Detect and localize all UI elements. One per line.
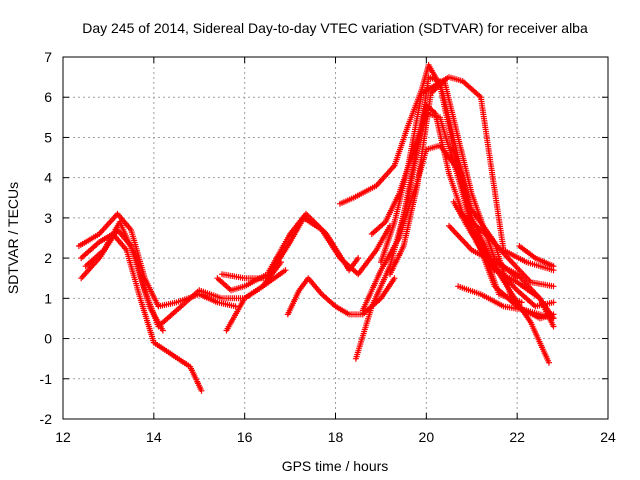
series-track-7: [223, 267, 289, 334]
series-markers: [219, 214, 393, 282]
chart-title: Day 245 of 2014, Sidereal Day-to-day VTE…: [82, 20, 588, 36]
x-axis-label: GPS time / hours: [282, 458, 389, 474]
series-markers: [214, 210, 362, 294]
x-tick-label: 12: [55, 429, 71, 445]
y-tick-label: 4: [44, 170, 52, 186]
series-markers: [455, 283, 557, 322]
x-tick-label: 22: [509, 429, 525, 445]
series-track-18: [446, 222, 557, 330]
series-track-17: [516, 243, 557, 270]
y-tick-label: -1: [40, 371, 53, 387]
y-tick-label: -2: [40, 411, 53, 427]
series-markers: [396, 102, 525, 306]
y-tick-label: 7: [44, 49, 52, 65]
y-tick-label: 3: [44, 210, 52, 226]
y-tick-label: 6: [44, 89, 52, 105]
y-tick-label: 0: [44, 331, 52, 347]
series-markers: [82, 218, 166, 334]
axis-ticks: [62, 56, 609, 420]
series-markers: [78, 231, 205, 394]
series-markers: [516, 243, 557, 270]
series-track-2: [78, 231, 205, 394]
series-markers: [464, 214, 557, 290]
series-markers: [446, 222, 557, 330]
series-track-20: [464, 214, 557, 290]
series-track-10: [352, 74, 552, 366]
x-tick-label: 16: [237, 429, 253, 445]
x-tick-label: 14: [146, 429, 162, 445]
series-track-5: [214, 210, 362, 294]
series-markers: [223, 267, 289, 334]
series-markers: [387, 78, 521, 282]
series-track-14: [387, 78, 521, 282]
series-markers: [352, 74, 552, 366]
y-tick-label: 2: [44, 250, 52, 266]
series-track-6: [219, 214, 393, 282]
y-tick-label: 5: [44, 129, 52, 145]
x-tick-label: 20: [419, 429, 435, 445]
series-track-19: [455, 283, 557, 322]
x-tick-label: 18: [328, 429, 344, 445]
x-tick-label: 24: [600, 429, 616, 445]
data-series: [75, 62, 557, 394]
series-track-15: [396, 102, 525, 306]
grid-lines: [63, 57, 608, 419]
series-track-4: [82, 218, 166, 334]
y-tick-label: 1: [44, 290, 52, 306]
y-axis-label: SDTVAR / TECUs: [5, 182, 21, 294]
